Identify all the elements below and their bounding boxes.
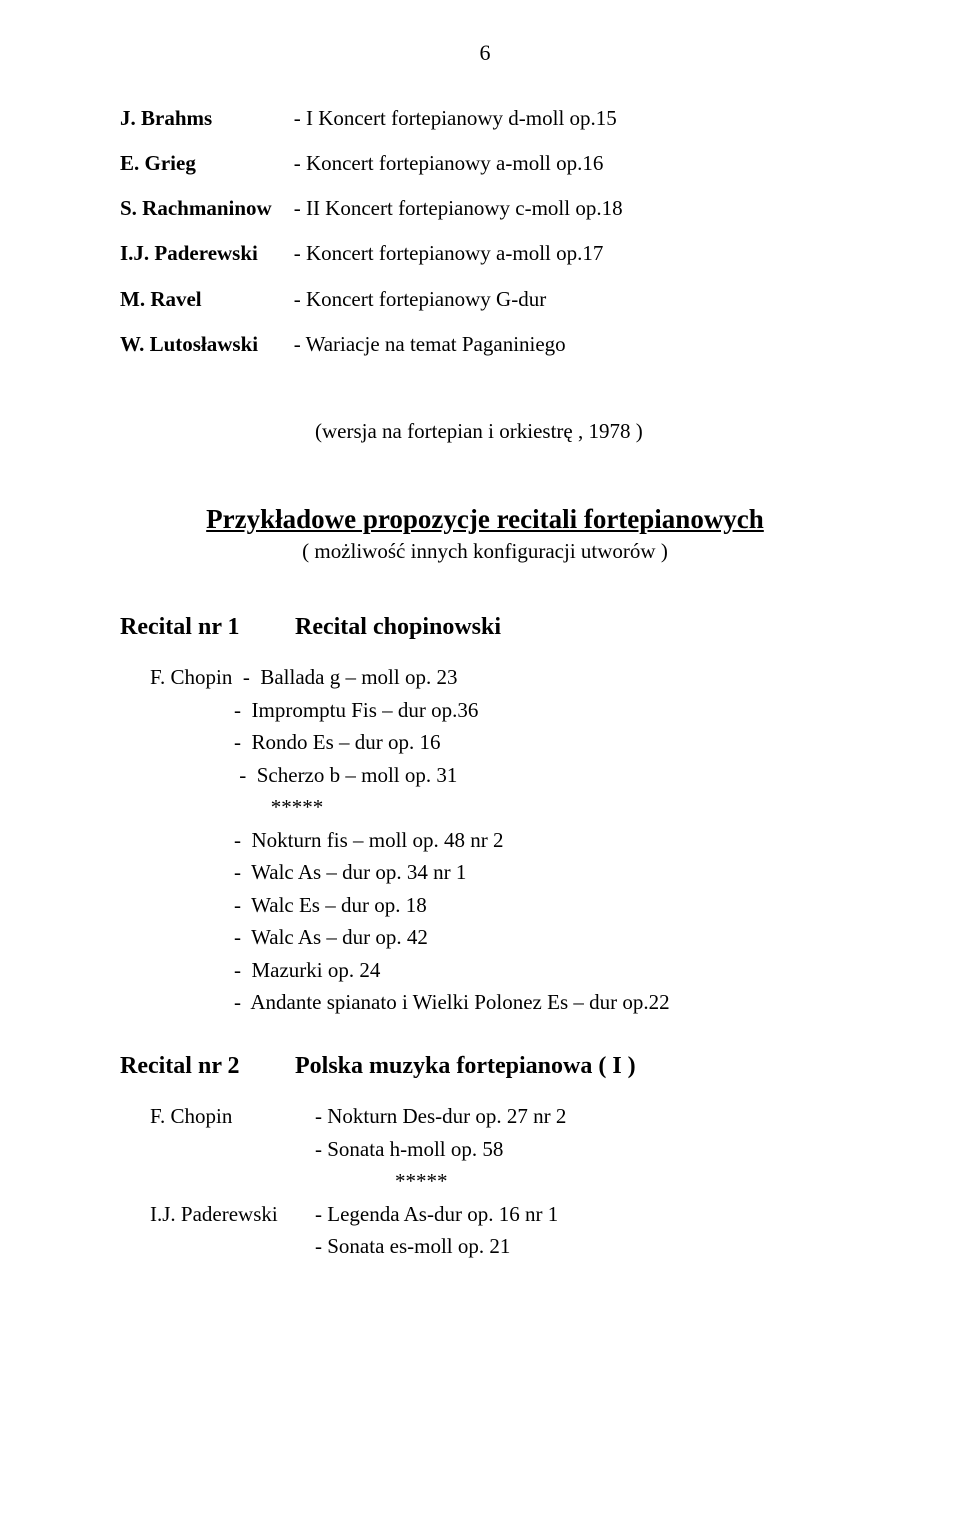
page: 6 J. Brahms - I Koncert fortepianowy d-m… xyxy=(0,0,960,1540)
recital2-entry: F. Chopin - Nokturn Des-dur op. 27 nr 2 … xyxy=(150,1100,850,1165)
recital2-worklist: - Nokturn Des-dur op. 27 nr 2 - Sonata h… xyxy=(315,1100,850,1165)
composer-name: W. Lutosławski xyxy=(120,322,294,367)
recital2-works: F. Chopin - Nokturn Des-dur op. 27 nr 2 … xyxy=(150,1100,850,1263)
work-line: F. Chopin - Ballada g – moll op. 23 xyxy=(150,661,850,694)
composer-row: I.J. Paderewski - Koncert fortepianowy a… xyxy=(120,231,623,276)
composer-work: - II Koncert fortepianowy c-moll op.18 xyxy=(294,186,623,231)
recital1-title: Recital chopinowski xyxy=(295,614,850,641)
work-line: - Sonata es-moll op. 21 xyxy=(315,1230,850,1263)
work-line: - Rondo Es – dur op. 16 xyxy=(150,726,850,759)
work-line: - Scherzo b – moll op. 31 xyxy=(150,759,850,792)
recital1-nr: Recital nr 1 xyxy=(120,614,295,641)
work-line: - Sonata h-moll op. 58 xyxy=(315,1133,850,1166)
page-number: 6 xyxy=(120,40,850,66)
work-line: - Nokturn fis – moll op. 48 nr 2 xyxy=(150,824,850,857)
recital1-header: Recital nr 1 Recital chopinowski xyxy=(120,614,850,641)
work-line: - Andante spianato i Wielki Polonez Es –… xyxy=(150,986,850,1019)
recital2-header: Recital nr 2 Polska muzyka fortepianowa … xyxy=(120,1053,850,1080)
work-line: - Nokturn Des-dur op. 27 nr 2 xyxy=(315,1100,850,1133)
lutoslawski-continuation: (wersja na fortepian i orkiestrę , 1978 … xyxy=(120,409,850,454)
work-line: - Mazurki op. 24 xyxy=(150,954,850,987)
composer-name: E. Grieg xyxy=(120,141,294,186)
composer-row: M. Ravel - Koncert fortepianowy G-dur xyxy=(120,277,623,322)
work-line: ***** xyxy=(150,791,850,824)
recital1-works: F. Chopin - Ballada g – moll op. 23 - Im… xyxy=(150,661,850,1019)
recital2-stars: ***** xyxy=(150,1165,850,1198)
recital2-composer: F. Chopin xyxy=(150,1100,315,1165)
composer-work: - Koncert fortepianowy G-dur xyxy=(294,277,623,322)
work-line: - Walc Es – dur op. 18 xyxy=(150,889,850,922)
sub-heading: ( możliwość innych konfiguracji utworów … xyxy=(120,539,850,564)
composer-row: S. Rachmaninow - II Koncert fortepianowy… xyxy=(120,186,623,231)
composer-name: J. Brahms xyxy=(120,96,294,141)
composer-name: M. Ravel xyxy=(120,277,294,322)
composer-work: - I Koncert fortepianowy d-moll op.15 xyxy=(294,96,623,141)
composer-row: E. Grieg - Koncert fortepianowy a-moll o… xyxy=(120,141,623,186)
composer-row: W. Lutosławski - Wariacje na temat Pagan… xyxy=(120,322,623,367)
main-heading: Przykładowe propozycje recitali fortepia… xyxy=(120,504,850,535)
work-line: - Impromptu Fis – dur op.36 xyxy=(150,694,850,727)
work-line: - Legenda As-dur op. 16 nr 1 xyxy=(315,1198,850,1231)
recital2-entry: I.J. Paderewski - Legenda As-dur op. 16 … xyxy=(150,1198,850,1263)
recital2-composer: I.J. Paderewski xyxy=(150,1198,315,1263)
separator-stars: ***** xyxy=(315,1165,850,1198)
recital2-title: Polska muzyka fortepianowa ( I ) xyxy=(295,1053,850,1080)
composer-work: - Koncert fortepianowy a-moll op.17 xyxy=(294,231,623,276)
work-line: - Walc As – dur op. 42 xyxy=(150,921,850,954)
composer-work: - Koncert fortepianowy a-moll op.16 xyxy=(294,141,623,186)
recital2-nr: Recital nr 2 xyxy=(120,1053,295,1080)
composer-row: J. Brahms - I Koncert fortepianowy d-mol… xyxy=(120,96,623,141)
work-line: - Walc As – dur op. 34 nr 1 xyxy=(150,856,850,889)
composer-name: I.J. Paderewski xyxy=(120,231,294,276)
composer-work: - Wariacje na temat Paganiniego xyxy=(294,322,623,367)
recital2-worklist: - Legenda As-dur op. 16 nr 1 - Sonata es… xyxy=(315,1198,850,1263)
composer-name: S. Rachmaninow xyxy=(120,186,294,231)
spacer xyxy=(150,1165,315,1198)
composer-list: J. Brahms - I Koncert fortepianowy d-mol… xyxy=(120,96,623,367)
